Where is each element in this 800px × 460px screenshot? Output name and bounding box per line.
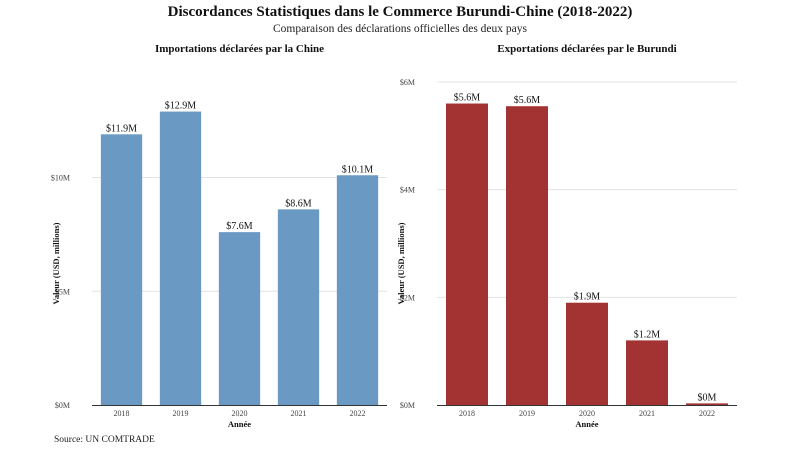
import-data-label-2018: $11.9M [106,123,137,134]
import-bar-2021 [277,209,320,405]
export-xtick-label: 2019 [519,409,535,418]
import-xtick-label: 2022 [350,409,366,418]
export-bar-2022 [686,403,728,405]
import-bar-2020 [218,232,261,405]
export-ytick-label: $4M [400,186,415,195]
export-data-label-2022: $0M [698,392,717,403]
import-x-axis-label: Année [228,419,251,429]
import-data-label-2019: $12.9M [165,101,197,112]
export-data-label-2019: $5.6M [514,95,541,106]
export-xtick-label: 2020 [579,409,595,418]
export-data-label-2018: $5.6M [454,93,481,104]
import-ytick-label: $10M [51,174,70,183]
export-bar-2019 [506,106,548,405]
export-ytick-label: $6M [400,78,415,87]
export-bar-2018 [446,103,488,406]
export-data-label-2021: $1.2M [634,329,661,340]
export-x-axis-label: Année [575,419,598,429]
export-panel-title: Exportations déclarées par le Burundi [497,43,676,55]
export-bar-2020 [566,302,608,405]
export-data-label-2020: $1.9M [574,292,601,303]
export-ytick-label: $0M [400,401,415,410]
import-xtick-label: 2018 [114,409,130,418]
source-note: Source: UN COMTRADE [54,435,155,445]
export-xtick-label: 2021 [639,409,655,418]
import-bar-2019 [159,111,202,405]
import-xtick-label: 2019 [173,409,189,418]
export-xtick-label: 2018 [459,409,475,418]
import-data-label-2020: $7.6M [226,221,253,232]
import-xtick-label: 2020 [232,409,248,418]
import-bar-2018 [100,134,143,405]
chart-title: Discordances Statistiques dans le Commer… [167,4,633,20]
import-panel-title: Importations déclarées par la Chine [155,43,324,55]
import-bar-2022 [336,175,379,405]
import-y-axis-label: Valeur (USD, millions) [51,222,61,304]
import-data-label-2021: $8.6M [285,198,312,209]
import-ytick-label: $0M [55,401,70,410]
export-ytick-label: $2M [400,293,415,302]
import-xtick-label: 2021 [291,409,307,418]
chart-subtitle: Comparaison des déclarations officielles… [273,23,527,35]
export-bar-2021 [626,340,668,405]
export-y-axis-label: Valeur (USD, millions) [396,222,406,304]
import-data-label-2022: $10.1M [342,164,374,175]
import-ytick-label: $5M [55,287,70,296]
export-xtick-label: 2022 [699,409,715,418]
